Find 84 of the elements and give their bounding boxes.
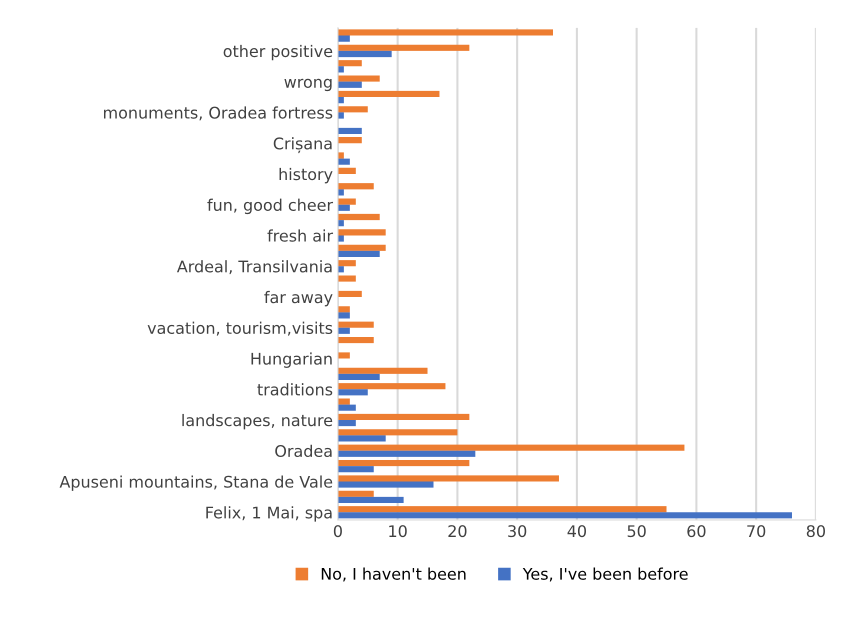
bar [338, 328, 350, 334]
bar [338, 250, 380, 257]
bar [338, 137, 362, 144]
x-tick-label: 80 [806, 525, 825, 538]
bar [338, 414, 470, 420]
x-tick-label: 30 [508, 525, 526, 538]
bar [338, 389, 368, 396]
y-tick-label: traditions [257, 383, 332, 396]
bar [338, 152, 344, 159]
bar [338, 466, 374, 472]
bar [338, 198, 356, 205]
bar [338, 506, 667, 512]
bar [338, 368, 428, 374]
bar [338, 482, 434, 488]
bar [338, 260, 356, 266]
x-tick-label: 50 [628, 525, 646, 538]
y-tick-label: other positive [224, 44, 332, 60]
bar [338, 106, 368, 112]
x-tick-label: 60 [687, 525, 706, 538]
bar [338, 214, 380, 220]
y-tick-label: history [280, 168, 333, 184]
bar [338, 496, 404, 504]
x-tick-label: 10 [389, 525, 407, 538]
bar [338, 306, 350, 312]
bar [338, 404, 356, 411]
bar [338, 460, 470, 466]
bar [338, 322, 374, 328]
bar [338, 490, 374, 497]
bar [338, 90, 440, 98]
bar [338, 183, 374, 190]
bar [338, 383, 446, 390]
bar [338, 112, 344, 119]
bar [338, 128, 362, 134]
x-tick-label: 20 [448, 525, 466, 538]
bar [338, 435, 386, 442]
x-tick-label: 40 [568, 525, 586, 538]
bar [338, 229, 386, 236]
bar [338, 44, 470, 51]
bar [338, 352, 350, 358]
bar [338, 158, 350, 165]
bar [338, 168, 356, 174]
y-tick-label: Ardeal, Transilvania [176, 260, 332, 274]
legend-label: No, I haven't been [322, 568, 466, 582]
y-tick-label: Crișana [274, 137, 332, 154]
bar [338, 444, 684, 451]
y-tick-label: landscapes, nature [182, 414, 332, 430]
bar [338, 420, 356, 426]
y-tick-label: Apuseni mountains, Stana de Vale [60, 475, 332, 491]
bar [338, 450, 476, 457]
legend-label: Yes, I've been before [522, 568, 688, 582]
y-tick-label: fresh air [267, 229, 334, 242]
x-tick-label: 70 [747, 525, 766, 538]
bar [338, 512, 792, 518]
bar [338, 97, 344, 104]
y-tick-label: wrong [284, 78, 332, 92]
bar [338, 204, 350, 211]
bar [338, 312, 350, 319]
bar [338, 235, 344, 242]
y-tick-label: vacation, tourism,visits [148, 322, 332, 336]
bar [338, 66, 344, 72]
bar [338, 290, 362, 297]
bar [338, 266, 344, 272]
bar [338, 398, 350, 405]
bar [338, 189, 344, 196]
bar [338, 76, 380, 82]
bar [338, 82, 362, 88]
bar [338, 50, 392, 58]
bar [338, 374, 380, 380]
y-tick-label: Felix, 1 Mai, spa [206, 506, 332, 522]
bar [338, 60, 362, 66]
x-tick-label: 0 [334, 525, 342, 538]
bar [338, 220, 344, 226]
y-tick-label: fun, good cheer [207, 198, 334, 214]
y-tick-label: far away [264, 290, 333, 306]
y-tick-label: Oradea [275, 444, 332, 458]
bar [338, 475, 559, 482]
bar [338, 29, 553, 36]
bar [338, 429, 458, 436]
bar [338, 275, 356, 282]
bar [338, 36, 350, 42]
y-tick-label: monuments, Oradea fortress [104, 106, 332, 120]
bar [338, 336, 374, 344]
bar [338, 244, 386, 251]
y-tick-label: Hungarian [252, 352, 332, 368]
